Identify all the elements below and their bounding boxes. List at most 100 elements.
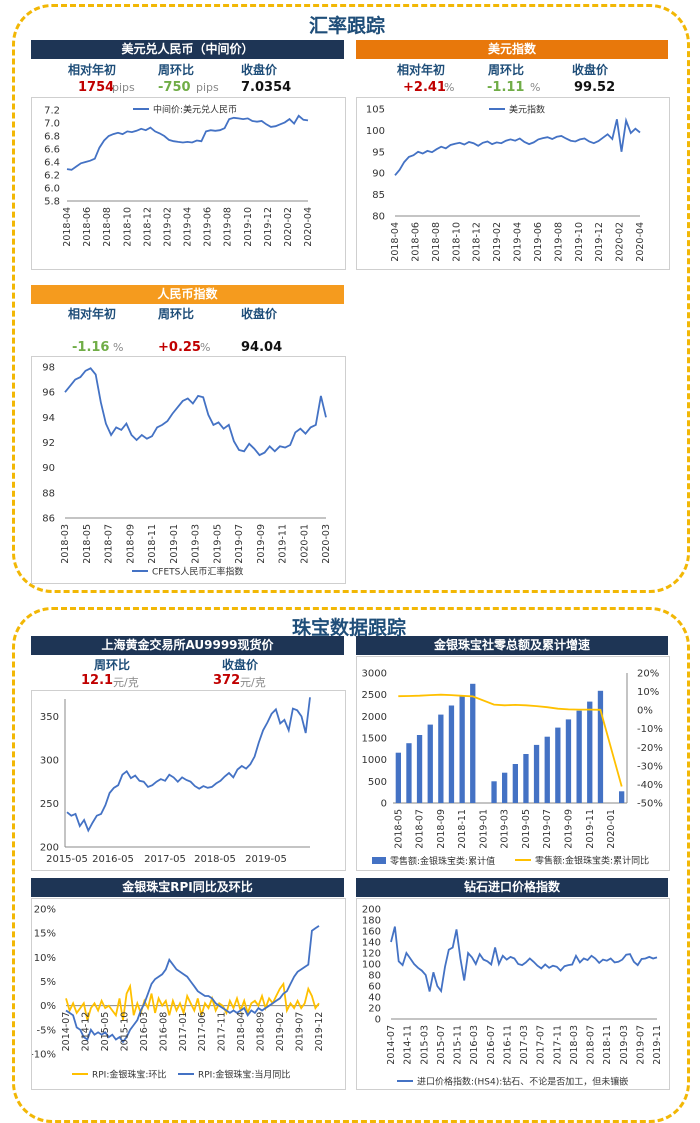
gold-ytick-1: 250 <box>40 799 59 810</box>
dxy-chart: 80 85 90 95 100 105 2018-04 2018-06 2018-08 2018-… <box>366 104 646 262</box>
diamond-xtick-0: 2014-07 <box>386 1025 397 1065</box>
dxy-xtick-3: 2018-10 <box>451 222 462 262</box>
diamond-series-line <box>390 926 658 994</box>
rpi-header: 金银珠宝RPI同比及环比 <box>31 878 344 897</box>
retail-xtick-5: 2019-03 <box>500 809 511 849</box>
dxy-xtick-2: 2018-08 <box>431 222 442 262</box>
rpi-xtick-0: 2014-07 <box>61 1012 72 1052</box>
gold-wow-value: 12.1 <box>81 673 114 688</box>
cfets-ytick-6: 98 <box>42 363 55 374</box>
diamond-ytick-0: 0 <box>375 1015 381 1026</box>
usdcny-ytd-value: 1754 <box>78 80 115 95</box>
gold-xtick-0: 2015-05 <box>46 854 88 865</box>
dxy-label-close: 收盘价 <box>572 63 609 77</box>
cfets-chart-box: 86 88 90 92 94 96 98 2018-03 2018-05 2018-07 2018-… <box>31 356 346 584</box>
dxy-xtick-8: 2019-08 <box>553 222 564 262</box>
usdcny-xtick-7: 2019-06 <box>203 207 214 247</box>
dxy-label-ytd: 相对年初 <box>397 63 446 77</box>
diamond-ytick-7: 140 <box>362 938 381 949</box>
retail-bar <box>512 764 518 803</box>
retail-chart-box: 0 500 1000 1500 2000 2500 3000 -50% -40% -30% -20%… <box>356 656 670 871</box>
retail-ytick-right-5: 0% <box>637 706 653 717</box>
dxy-ytick-2: 90 <box>372 169 385 180</box>
dxy-xtick-7: 2019-06 <box>533 222 544 262</box>
usdcny-ytick-2: 6.2 <box>44 171 60 182</box>
dxy-legend-label: 美元指数 <box>509 104 545 116</box>
retail-ytick-right-2: -30% <box>637 761 663 772</box>
cfets-wow-value: +0.25 <box>158 340 201 355</box>
retail-bar <box>406 743 412 803</box>
dxy-close-value: 99.52 <box>574 80 616 95</box>
gold-xtick-3: 2018-05 <box>194 854 236 865</box>
diamond-ytick-10: 200 <box>362 905 381 916</box>
retail-ytick-right-7: 20% <box>637 669 659 680</box>
usdcny-wow-unit: pips <box>196 81 219 94</box>
retail-ytick-left-0: 0 <box>381 799 387 810</box>
cfets-xtick-11: 2020-01 <box>299 524 310 564</box>
diamond-ytick-3: 60 <box>368 982 381 993</box>
dxy-ytick-1: 85 <box>372 190 385 201</box>
retail-bar <box>427 724 433 803</box>
rpi-ytick-2: 0% <box>40 1001 56 1012</box>
usdcny-xtick-8: 2019-08 <box>223 207 234 247</box>
retail-ytick-right-6: 10% <box>637 687 659 698</box>
cfets-xtick-2: 2018-07 <box>104 524 115 564</box>
fx-section-title: 汇率跟踪 <box>299 11 396 38</box>
cfets-xtick-8: 2019-07 <box>234 524 245 564</box>
usdcny-wow-value: -750 <box>158 80 191 95</box>
fx-section-frame <box>12 4 690 593</box>
usdcny-chart-box: 5.8 6.0 6.2 6.4 6.6 6.8 7.0 7.2 2018-04 2018-06 20… <box>31 97 346 270</box>
retail-bar <box>523 754 529 803</box>
dxy-wow-value: -1.11 <box>487 80 525 95</box>
diamond-xtick-2: 2015-03 <box>419 1025 430 1065</box>
cfets-xtick-9: 2019-09 <box>256 524 267 564</box>
retail-bar <box>597 690 604 803</box>
usdcny-chart: 5.8 6.0 6.2 6.4 6.6 6.8 7.0 7.2 2018-04 2018-06 20… <box>44 104 314 247</box>
retail-bar <box>544 736 550 803</box>
dxy-xtick-5: 2019-02 <box>492 222 503 262</box>
retail-bar <box>555 727 561 803</box>
retail-legend-line-label: 零售额:金银珠宝类:累计同比 <box>535 855 649 867</box>
dxy-xtick-11: 2020-02 <box>615 222 626 262</box>
usdcny-xtick-2: 2018-08 <box>102 207 113 247</box>
rpi-xtick-2: 2015-05 <box>100 1012 111 1052</box>
cfets-ytick-2: 90 <box>42 463 55 474</box>
cfets-xtick-6: 2019-03 <box>191 524 202 564</box>
cfets-xtick-3: 2018-09 <box>125 524 136 564</box>
retail-ytick-left-1: 500 <box>368 777 387 788</box>
diamond-ytick-8: 160 <box>362 927 381 938</box>
jewelry-section-title: 珠宝数据跟踪 <box>282 613 417 640</box>
rpi-ytick-1: -5% <box>37 1025 56 1036</box>
dxy-wow-unit: % <box>530 81 541 94</box>
dxy-header: 美元指数 <box>356 40 668 59</box>
cfets-xtick-10: 2019-11 <box>278 524 289 564</box>
dxy-series-line <box>394 117 641 176</box>
usdcny-ytick-1: 6.0 <box>44 184 60 195</box>
diamond-xtick-12: 2018-07 <box>586 1025 597 1065</box>
diamond-ytick-4: 80 <box>368 971 381 982</box>
rpi-mom-line <box>65 981 320 1021</box>
cfets-label-close: 收盘价 <box>241 307 278 321</box>
retail-ytick-left-2: 1000 <box>362 755 387 766</box>
usdcny-xtick-0: 2018-04 <box>62 207 73 247</box>
rpi-xtick-11: 2019-02 <box>275 1012 286 1052</box>
gold-xtick-2: 2017-05 <box>144 854 186 865</box>
dxy-ytick-0: 80 <box>372 212 385 223</box>
diamond-legend-label: 进口价格指数:(HS4):钻石、不论是否加工，但未镶嵌 <box>417 1076 628 1088</box>
retail-growth-line <box>398 693 623 787</box>
rpi-xtick-6: 2017-01 <box>178 1012 189 1052</box>
cfets-header: 人民币指数 <box>31 285 344 304</box>
diamond-ytick-5: 100 <box>362 960 381 971</box>
gold-ytick-3: 350 <box>40 712 59 723</box>
usdcny-series-line <box>66 114 309 171</box>
usdcny-header: 美元兑人民币（中间价） <box>31 40 344 59</box>
rpi-ytick-3: 5% <box>40 977 56 988</box>
retail-xtick-2: 2018-09 <box>436 809 447 849</box>
usdcny-close-value: 7.0354 <box>241 80 292 95</box>
retail-bar <box>565 719 572 803</box>
retail-bar <box>502 772 508 803</box>
usdcny-ytick-0: 5.8 <box>44 197 60 208</box>
retail-bar <box>438 714 444 803</box>
retail-bar <box>491 781 497 803</box>
usdcny-ytick-6: 7.0 <box>44 119 60 130</box>
